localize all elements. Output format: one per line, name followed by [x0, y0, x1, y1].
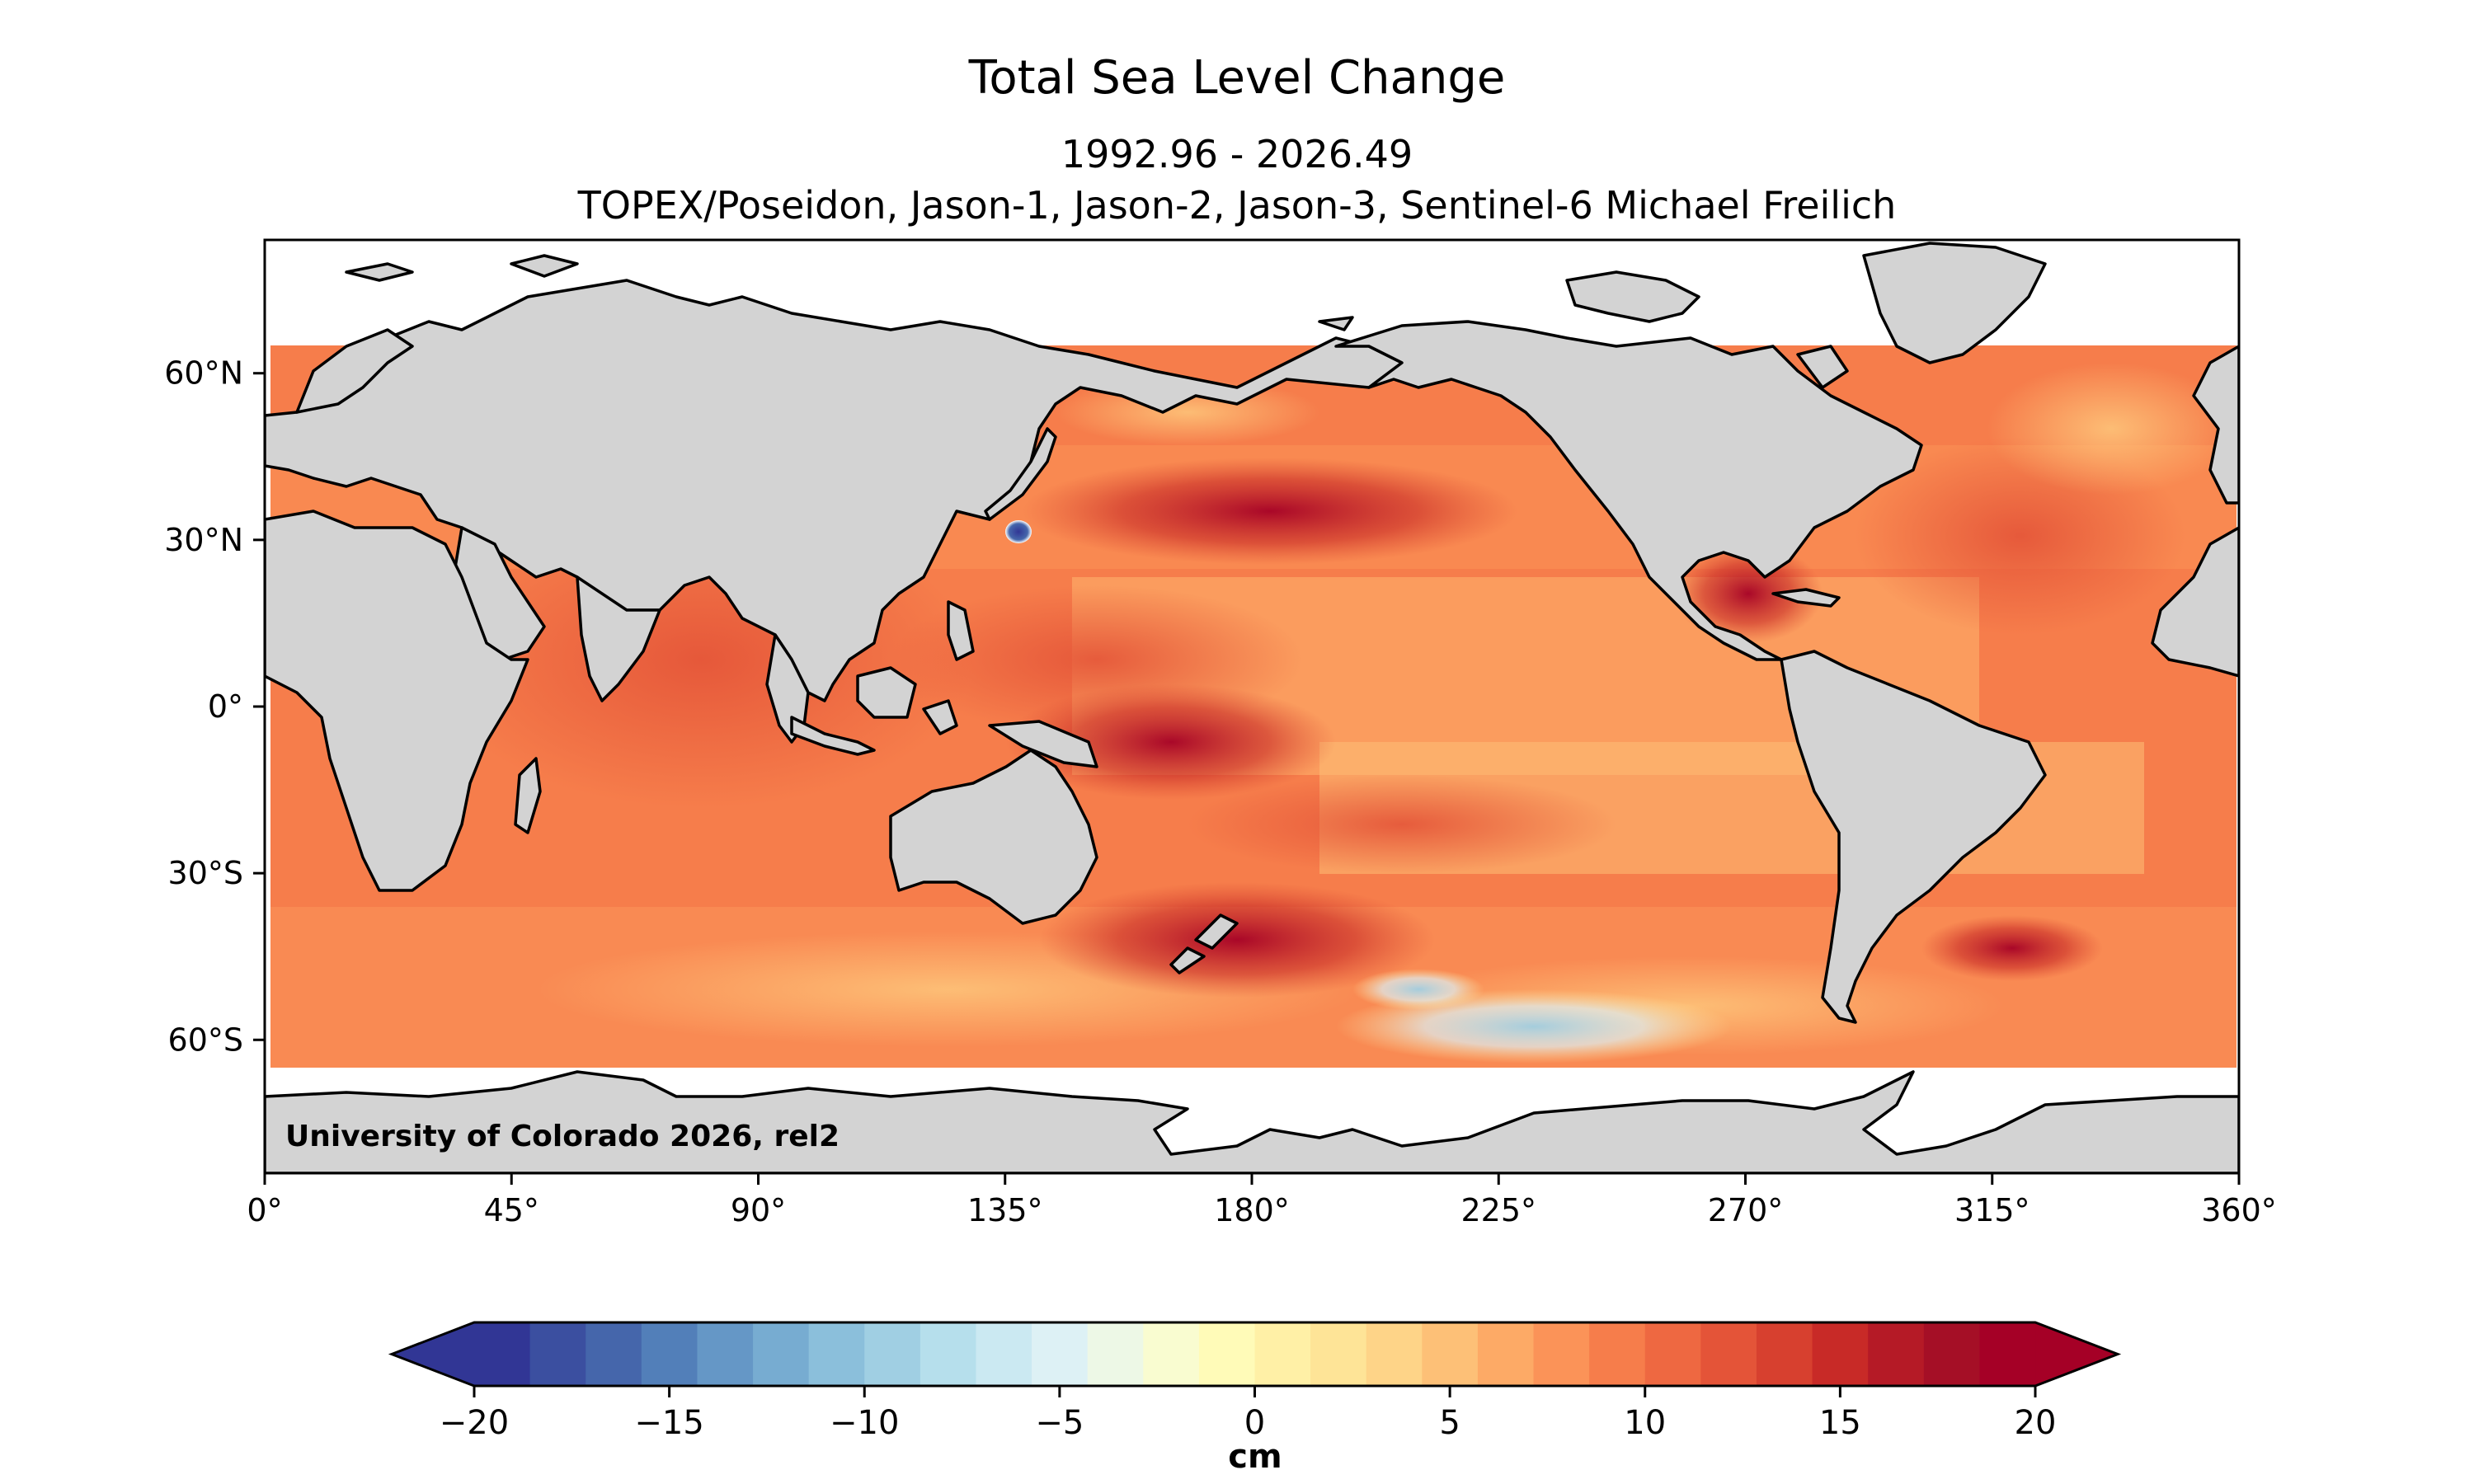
longitude-axis: 0° 45° 90° 135° 180° 225° 270° 315° 360°: [247, 1173, 2277, 1228]
colorbar-tick-label: 10: [1624, 1404, 1666, 1442]
antarctica-landmass: [265, 1070, 2239, 1173]
colorbar-max-extend: [2035, 1322, 2118, 1386]
north-america-landmass: [1334, 320, 1923, 661]
colorbar-segment: [1032, 1322, 1089, 1386]
lat-tick-label: 60°N: [164, 355, 243, 392]
chart-subtitle-missions: TOPEX/Poseidon, Jason-1, Jason-2, Jason-…: [577, 183, 1897, 228]
land-masses: [265, 242, 2239, 1173]
colorbar-segment: [1700, 1322, 1757, 1386]
colorbar-segment: [753, 1322, 810, 1386]
colorbar-segment: [1533, 1322, 1590, 1386]
colorbar-segment: [1477, 1322, 1535, 1386]
lat-tick-label: 30°N: [164, 522, 243, 558]
chart-subtitle-period: 1992.96 - 2026.49: [1061, 132, 1413, 176]
colorbar-segment: [697, 1322, 754, 1386]
colorbar-tick-label: −15: [634, 1404, 703, 1442]
colorbar-tick-label: 0: [1244, 1404, 1265, 1442]
australia-landmass: [889, 749, 1098, 925]
new-guinea-landmass: [988, 720, 1098, 768]
colorbar-tick-label: −10: [830, 1404, 899, 1442]
colorbar-segment: [808, 1322, 866, 1386]
india-landmass: [576, 575, 661, 702]
lon-tick-label: 45°: [484, 1192, 539, 1228]
colorbar-segment: [1923, 1322, 1981, 1386]
colorbar-segment: [1198, 1322, 1256, 1386]
colorbar-min-extend: [392, 1322, 474, 1386]
colorbar-segment: [1087, 1322, 1145, 1386]
lon-tick-label: 90°: [731, 1192, 786, 1228]
colorbar-segment: [1812, 1322, 1869, 1386]
colorbar-segment: [1254, 1322, 1311, 1386]
south-america-landmass: [1780, 650, 2047, 1024]
kuroshio-hotspot: [1023, 458, 1517, 565]
colorbar-segment: [1143, 1322, 1200, 1386]
greenland-landmass: [1862, 242, 2047, 364]
colorbar-segment: [1310, 1322, 1367, 1386]
colorbar-segment: [1644, 1322, 1702, 1386]
colorbar-tick-label: 15: [1819, 1404, 1861, 1442]
africa-landmass: [265, 510, 529, 892]
lat-tick-label: 30°S: [168, 855, 243, 891]
colorbar-segment: [1422, 1322, 1479, 1386]
colorbar-segment: [1868, 1322, 1925, 1386]
colorbar: −20 −15 −10 −5 0 5 10 15 20: [388, 1321, 2122, 1442]
chart-title: Total Sea Level Change: [968, 51, 1506, 105]
credit-text: University of Colorado 2026, rel2: [285, 1120, 840, 1153]
colorbar-segment: [1366, 1322, 1423, 1386]
colorbar-tick-label: −20: [440, 1404, 509, 1442]
lon-tick-label: 135°: [967, 1192, 1043, 1228]
colorbar-segment: [474, 1322, 531, 1386]
japan-negative-spot: [1005, 520, 1032, 543]
lon-tick-label: 0°: [247, 1192, 282, 1228]
colorbar-segment: [976, 1322, 1032, 1386]
colorbar-segment: [586, 1322, 642, 1386]
japan-landmass: [984, 427, 1057, 521]
colorbar-segment: [1756, 1322, 1813, 1386]
latitude-axis: 60°N 30°N 0° 30°S 60°S: [164, 355, 265, 1058]
colorbar-unit-label: cm: [1228, 1438, 1282, 1476]
lon-tick-label: 180°: [1214, 1192, 1290, 1228]
colorbar-tick-label: 20: [2015, 1404, 2057, 1442]
lat-tick-label: 0°: [208, 688, 243, 725]
colorbar-tick-label: 5: [1439, 1404, 1460, 1442]
lon-tick-label: 315°: [1954, 1192, 2030, 1228]
lon-tick-label: 270°: [1708, 1192, 1784, 1228]
colorbar-tick-label: −5: [1035, 1404, 1084, 1442]
eurasia-landmass: [265, 279, 1404, 702]
colorbar-segment: [1979, 1322, 2036, 1386]
map-plot-area: [265, 240, 2239, 1173]
colorbar-segment: [529, 1322, 587, 1386]
lat-tick-label: 60°S: [168, 1021, 243, 1058]
colorbar-segment: [641, 1322, 698, 1386]
colorbar-segment: [1589, 1322, 1646, 1386]
lon-tick-label: 360°: [2201, 1192, 2277, 1228]
colorbar-segment: [920, 1322, 977, 1386]
lon-tick-label: 225°: [1460, 1192, 1536, 1228]
colorbar-segment: [864, 1322, 921, 1386]
